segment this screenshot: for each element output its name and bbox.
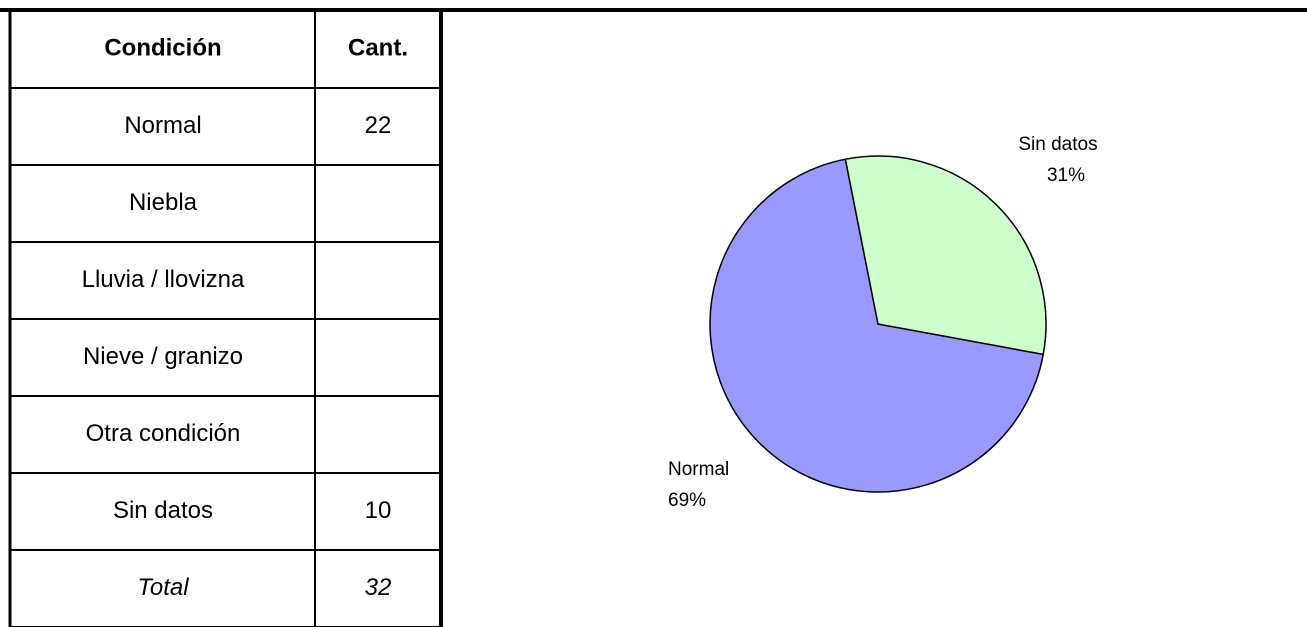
slice-label: Sin datos — [1018, 134, 1097, 155]
condition-cell: Normal — [124, 112, 201, 139]
header-cell: Condición — [104, 34, 221, 61]
count-cell: 32 — [365, 574, 392, 601]
slice-value-label: 31% — [1047, 165, 1085, 186]
count-cell: 22 — [365, 112, 392, 139]
pie-slice — [709, 158, 1045, 493]
condition-cell: Lluvia / llovizna — [82, 266, 245, 293]
slice-label: Normal — [668, 459, 729, 480]
condition-cell: Total — [137, 574, 189, 601]
pie-slice — [844, 155, 1047, 356]
condition-cell: Sin datos — [113, 497, 213, 524]
condition-cell: Otra condición — [86, 420, 241, 447]
condition-cell: Nieve / granizo — [83, 343, 243, 370]
count-cell: 10 — [365, 497, 392, 524]
slice-value-label: 69% — [668, 490, 706, 511]
condition-cell: Niebla — [129, 189, 198, 216]
header-cell: Cant. — [348, 34, 408, 61]
